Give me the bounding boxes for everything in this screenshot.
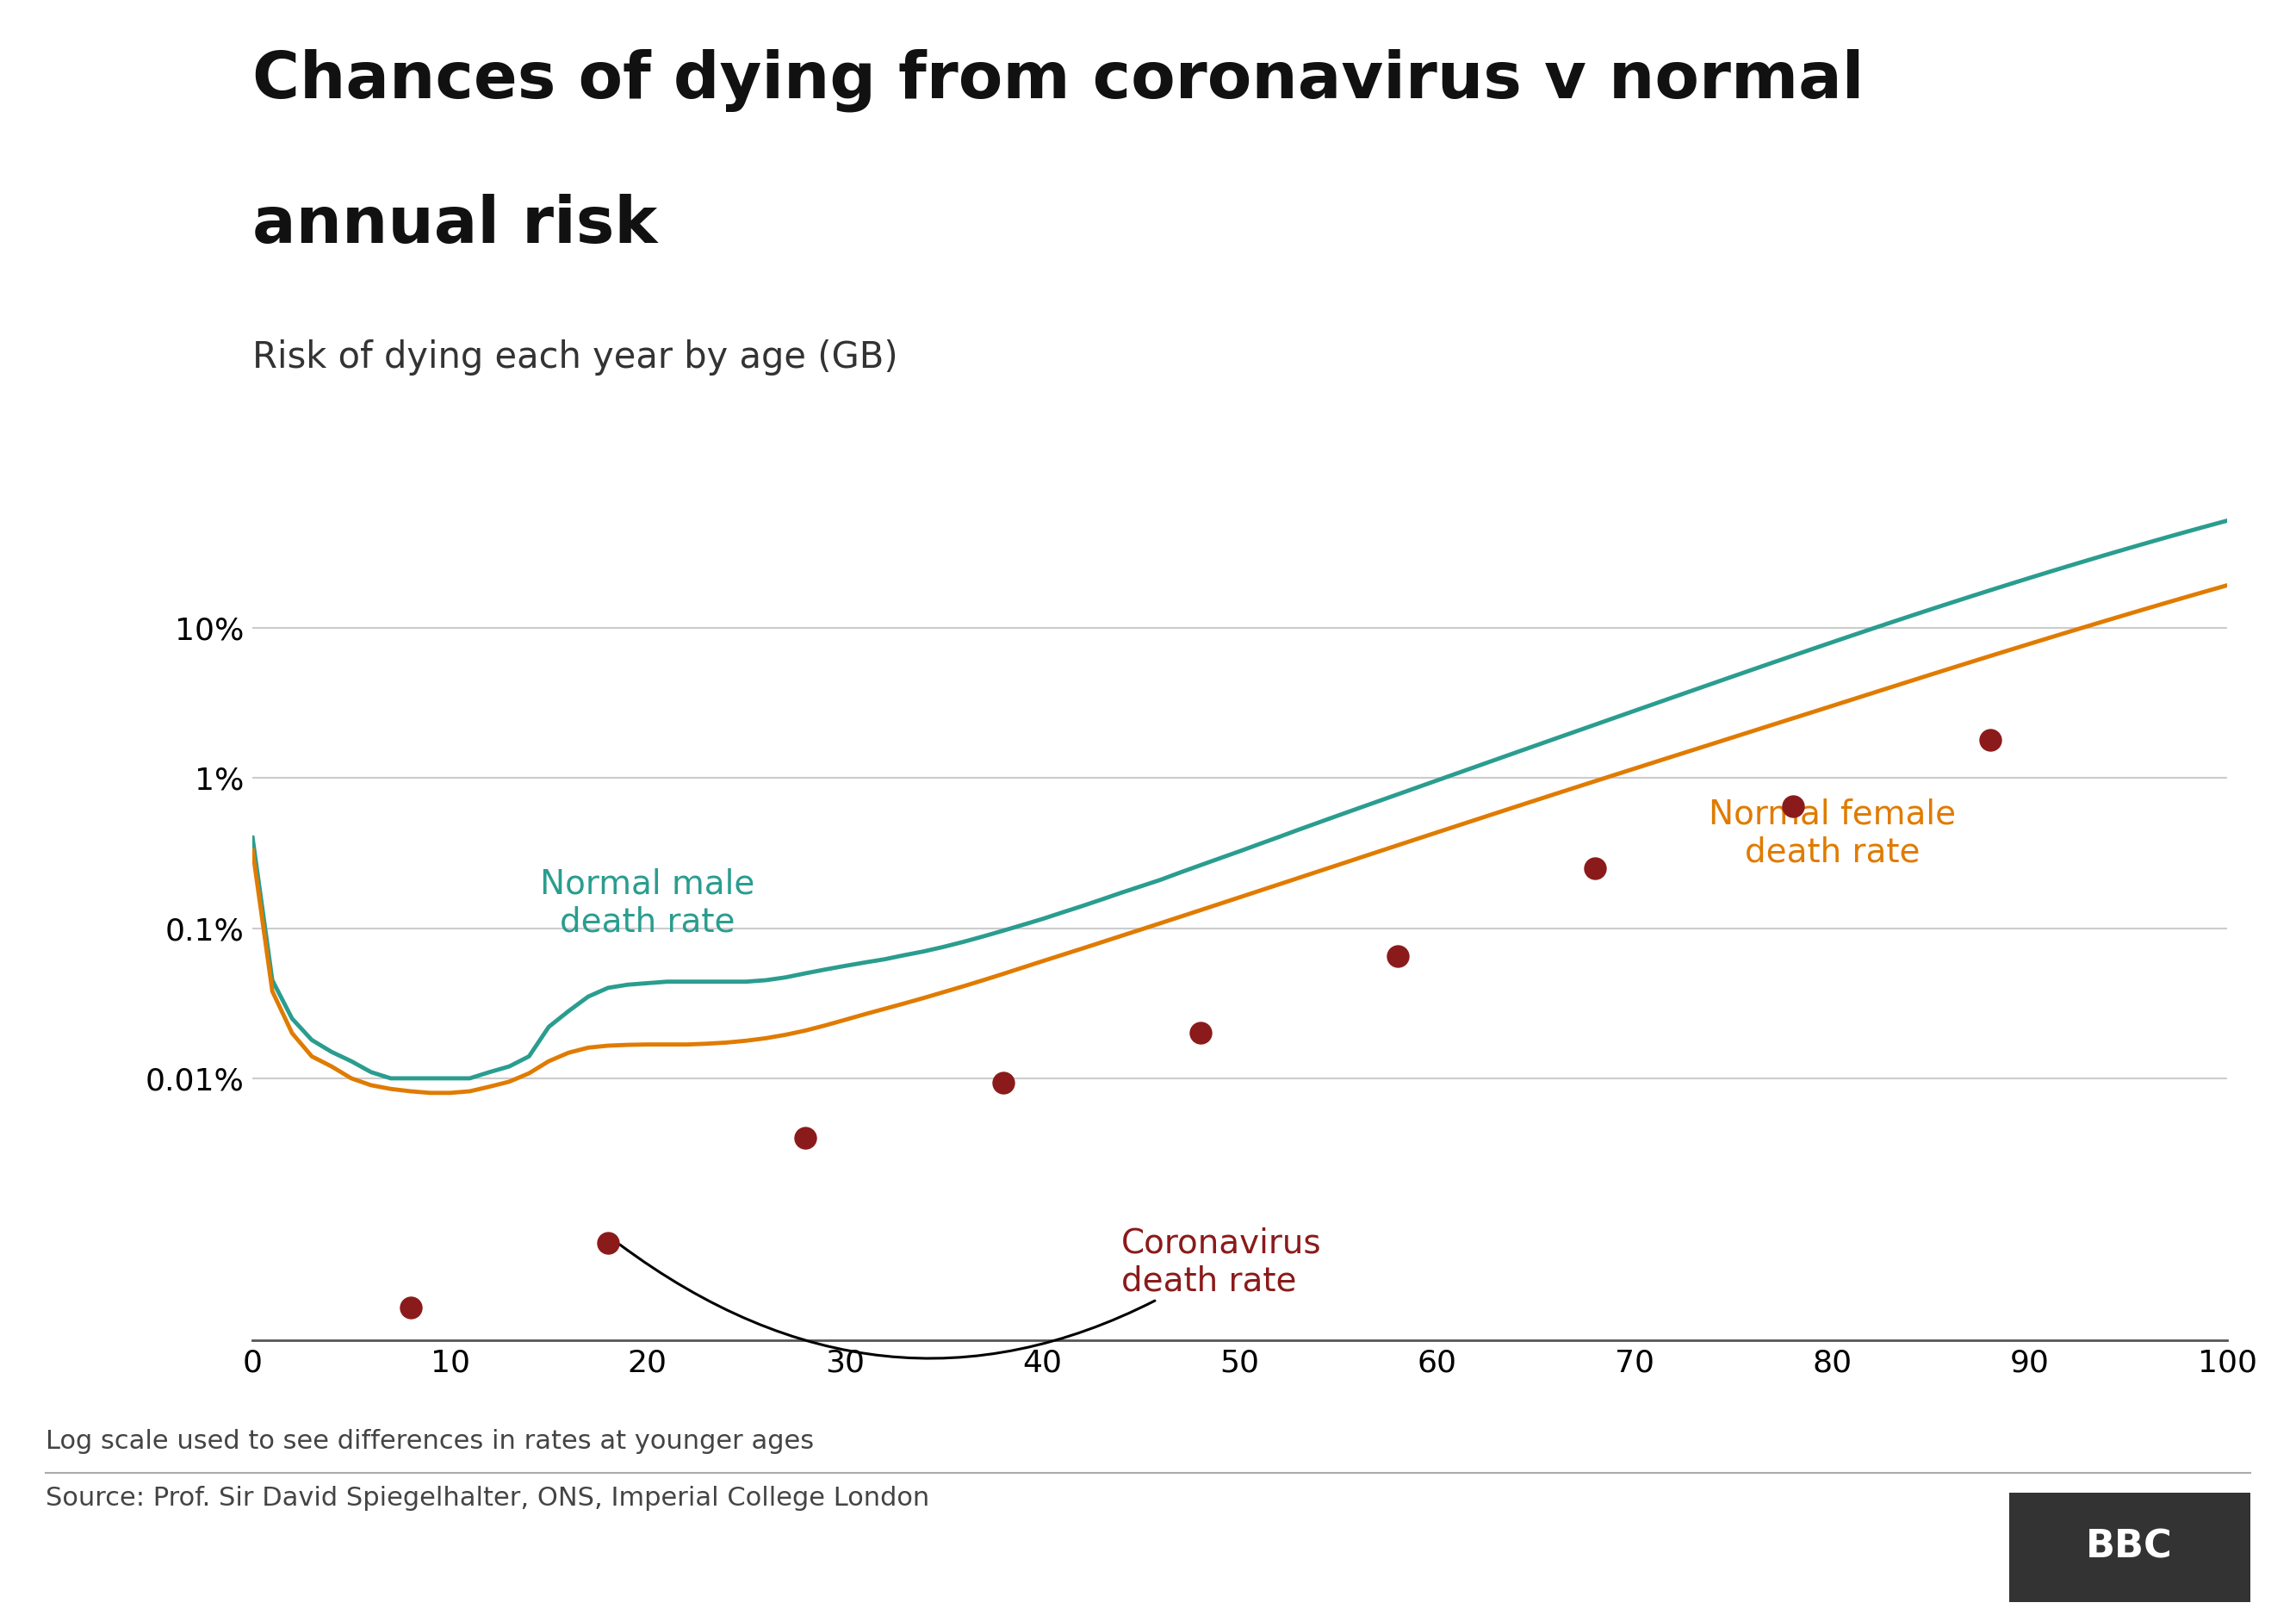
Text: annual risk: annual risk (253, 194, 657, 257)
Text: Risk of dying each year by age (GB): Risk of dying each year by age (GB) (253, 339, 898, 375)
Text: BBC: BBC (2087, 1529, 2172, 1565)
Text: Chances of dying from coronavirus v normal: Chances of dying from coronavirus v norm… (253, 48, 1864, 111)
Text: Normal female
death rate: Normal female death rate (1708, 798, 1956, 869)
Text: Coronavirus
death rate: Coronavirus death rate (620, 1226, 1322, 1358)
Text: Log scale used to see differences in rates at younger ages: Log scale used to see differences in rat… (46, 1429, 815, 1454)
Text: Source: Prof. Sir David Spiegelhalter, ONS, Imperial College London: Source: Prof. Sir David Spiegelhalter, O… (46, 1486, 930, 1510)
Text: Normal male
death rate: Normal male death rate (540, 869, 755, 938)
